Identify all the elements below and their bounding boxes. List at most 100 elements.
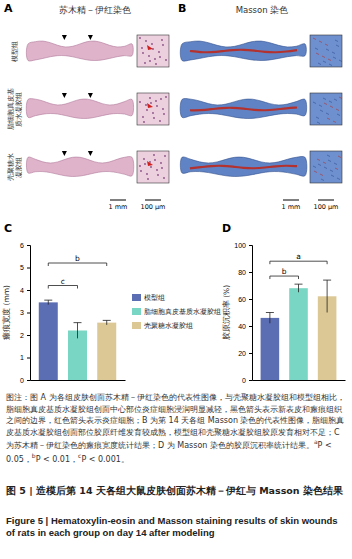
fiber xyxy=(339,97,342,99)
panel-title: Masson 染色 xyxy=(236,5,289,15)
y-tick-mark xyxy=(27,290,30,291)
x-axis xyxy=(31,380,126,381)
legend-label: 脂细胞真皮基质水凝胶组 xyxy=(144,308,221,316)
scale-bar xyxy=(318,200,334,201)
tissue-strip xyxy=(26,41,133,61)
y-tick-label: 3 xyxy=(20,309,24,316)
fiber xyxy=(332,52,335,54)
cell-nucleus xyxy=(153,154,155,156)
cell-nucleus xyxy=(155,100,157,102)
caption-superscript: c xyxy=(78,452,81,459)
y-tick: 1 xyxy=(20,354,30,361)
x-axis xyxy=(253,380,346,381)
fiber xyxy=(316,53,319,55)
y-tick: 5 xyxy=(20,264,30,271)
cell-nucleus xyxy=(161,167,163,169)
legend-swatch xyxy=(132,308,141,315)
figure: A苏木精－伊红染色模型组脂细胞真皮基质水凝胶组壳聚糖水凝胶组1 mm100 μm… xyxy=(0,0,352,392)
legend: 模型组脂细胞真皮基质水凝胶组壳聚糖水凝胶组 xyxy=(132,294,221,330)
boundary-arrow xyxy=(62,151,67,156)
fiber xyxy=(333,121,336,123)
boundary-arrow xyxy=(62,93,67,98)
y-tick: 80 xyxy=(238,269,252,276)
fiber xyxy=(329,64,332,66)
cell-nucleus xyxy=(154,58,156,60)
inflammation-arrow xyxy=(147,161,153,166)
error-bar xyxy=(266,313,274,324)
significance-bracket xyxy=(270,276,299,279)
cell-nucleus xyxy=(144,62,146,64)
figure-title: 图 5 | 造模后第 14 天各组大鼠皮肤创面苏木精－伊红与 Masson 染色… xyxy=(6,485,346,498)
cell-nucleus xyxy=(161,39,163,41)
error-cap xyxy=(266,312,274,313)
fiber xyxy=(321,179,324,181)
cell-nucleus xyxy=(164,155,166,157)
fiber xyxy=(329,101,332,103)
bars xyxy=(261,280,337,380)
y-axis-line xyxy=(249,246,253,381)
cell-nucleus xyxy=(156,169,158,171)
cell-nucleus xyxy=(151,43,153,45)
micrograph-row xyxy=(26,151,169,183)
cell-nucleus xyxy=(159,120,161,122)
y-tick-label: 0 xyxy=(20,377,24,384)
error-cap xyxy=(103,320,111,321)
fiber xyxy=(319,105,322,107)
y-tick-mark xyxy=(249,380,252,381)
cell-nucleus xyxy=(154,159,156,161)
inset xyxy=(137,93,169,125)
y-tick-label: 5 xyxy=(20,264,24,271)
inset xyxy=(310,35,342,67)
fiber xyxy=(315,48,318,50)
scale-bar-label: 1 mm xyxy=(109,203,128,211)
y-tick: 100 xyxy=(234,242,252,249)
legend-swatch xyxy=(132,294,141,301)
panel-letter: D xyxy=(222,222,231,235)
tissue-strip xyxy=(26,99,133,119)
inset xyxy=(310,93,342,125)
significance-label: a xyxy=(296,252,301,261)
fiber xyxy=(334,163,337,165)
scale-bar xyxy=(145,200,161,201)
cell-nucleus xyxy=(153,117,155,119)
y-tick: 3 xyxy=(20,309,30,316)
scale-bar-label: 100 μm xyxy=(314,203,339,211)
collagen-streak xyxy=(190,166,297,169)
cell-nucleus xyxy=(145,40,147,42)
y-tick-mark xyxy=(27,268,30,269)
row-label: 脂细胞真皮基质水凝胶组 xyxy=(7,88,23,130)
cell-nucleus xyxy=(140,170,142,172)
panel-letter: C xyxy=(4,222,12,235)
fiber xyxy=(333,57,336,59)
y-tick-label: 40 xyxy=(238,323,246,330)
scale-bar-label: 100 μm xyxy=(141,203,166,211)
error-cap xyxy=(44,300,52,301)
y-tick: 20 xyxy=(238,350,252,357)
cell-nucleus xyxy=(146,173,148,175)
caption: 图注：图 A 为各组皮肤创面苏木精－伊红染色的代表性图像，与壳聚糖水凝胶组和模型… xyxy=(6,392,346,465)
significance-label: b xyxy=(75,254,80,263)
inset xyxy=(137,35,169,67)
fiber xyxy=(320,174,323,176)
fiber xyxy=(330,170,333,172)
fiber xyxy=(313,38,316,40)
y-tick-label: 6 xyxy=(20,242,24,249)
legend-label: 壳聚糖水凝胶组 xyxy=(144,322,193,330)
fiber xyxy=(326,113,329,115)
bar xyxy=(261,318,280,380)
fiber xyxy=(339,60,342,62)
significance-bracket xyxy=(48,286,77,289)
error-bar xyxy=(103,320,111,325)
legend-swatch xyxy=(132,322,141,329)
fiber xyxy=(327,118,330,120)
fiber xyxy=(313,102,316,104)
error-cap xyxy=(323,280,331,281)
y-tick: 60 xyxy=(238,296,252,303)
cell-nucleus xyxy=(148,55,150,57)
fiber xyxy=(328,59,331,61)
fiber xyxy=(336,45,339,47)
y-tick: 0 xyxy=(242,377,252,384)
cell-nucleus xyxy=(141,47,143,49)
collagen-streak xyxy=(190,108,297,111)
fiber xyxy=(335,168,338,170)
